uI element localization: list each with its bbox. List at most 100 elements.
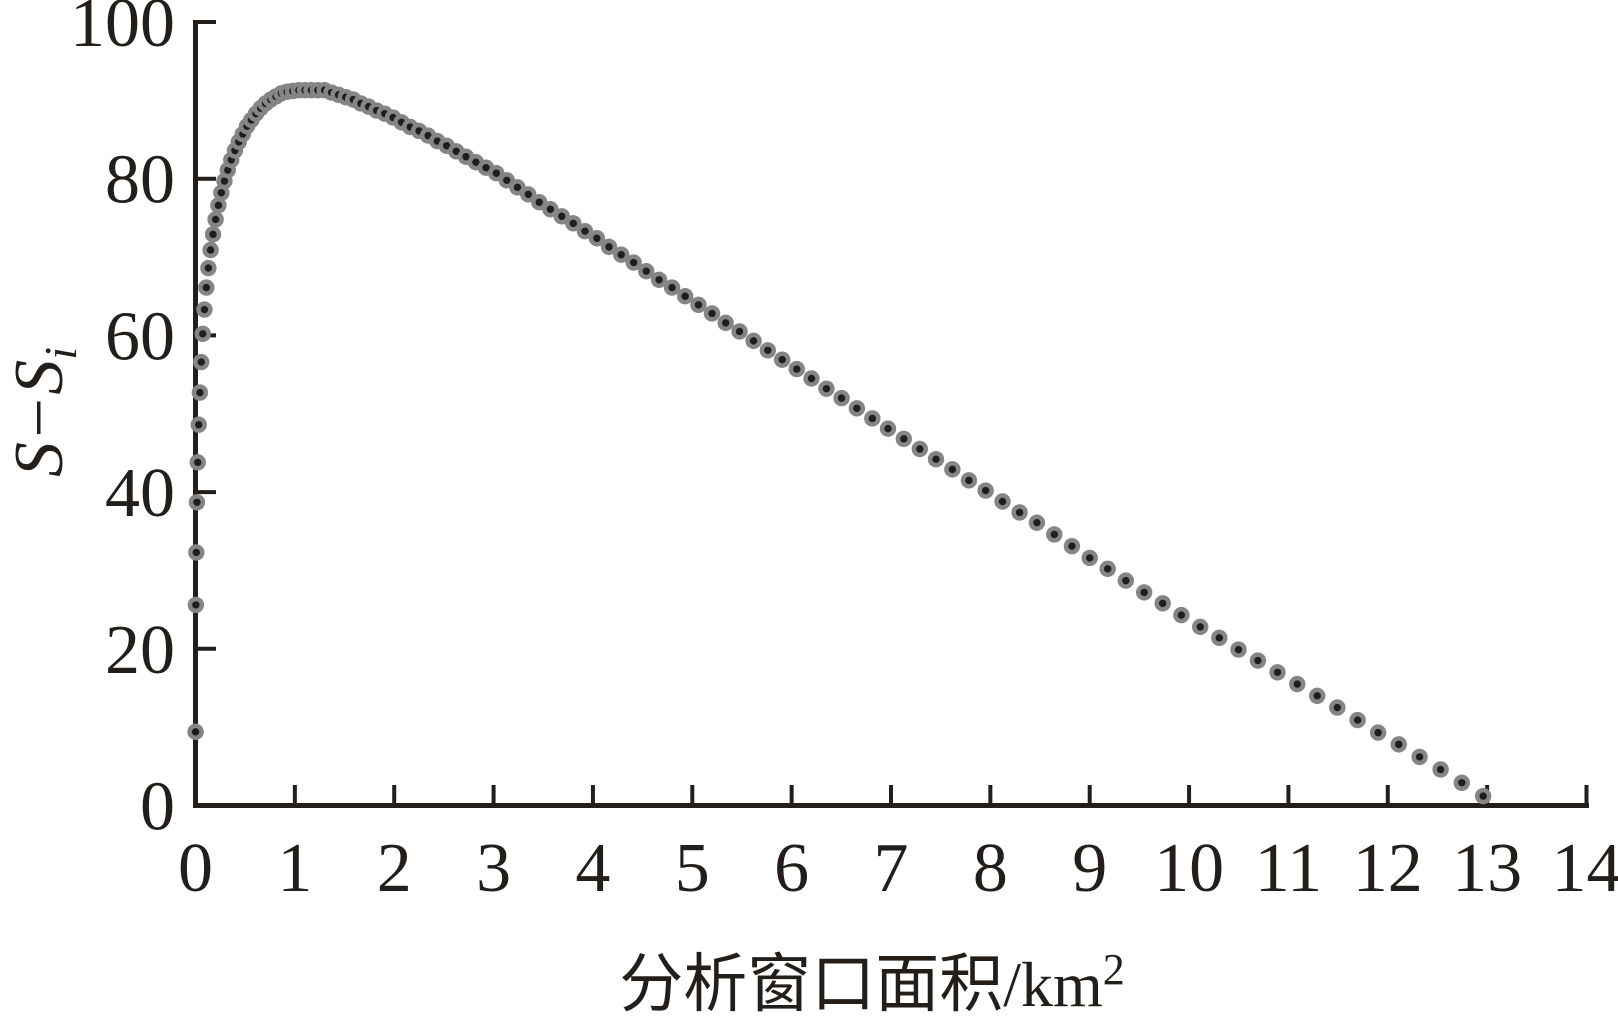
data-point <box>638 262 655 280</box>
x-tick-label: 11 <box>1255 830 1322 907</box>
data-point-dot <box>1353 716 1362 724</box>
data-point <box>731 323 748 340</box>
data-point <box>1249 652 1267 669</box>
data-point-dot <box>200 305 209 314</box>
data-point <box>600 238 618 256</box>
data-point <box>895 430 913 448</box>
x-tick-label: 4 <box>575 830 610 907</box>
data-point-dot <box>617 250 625 259</box>
data-point <box>588 230 606 247</box>
y-tick-label: 60 <box>105 298 175 375</box>
data-point <box>690 296 707 314</box>
data-point-dot <box>199 330 207 338</box>
data-point <box>1173 606 1190 624</box>
data-point <box>188 544 205 561</box>
data-point <box>864 410 881 427</box>
y-axis-title: S−Si <box>1 347 86 477</box>
y-tick-label: 100 <box>70 0 175 62</box>
data-point-dot <box>482 164 490 172</box>
data-point-dot <box>681 292 689 300</box>
data-point-dot <box>1273 668 1282 677</box>
data-point-dot <box>629 258 638 267</box>
data-point <box>207 211 224 228</box>
data-point <box>1411 748 1428 766</box>
data-point-dot <box>535 198 543 206</box>
data-point-dot <box>822 384 831 393</box>
data-point <box>189 454 206 471</box>
data-point-dot <box>1050 530 1059 539</box>
x-tick-label: 3 <box>476 830 511 907</box>
data-point <box>773 351 791 368</box>
data-point-dot <box>524 190 532 199</box>
data-point <box>1390 736 1407 753</box>
data-point-dot <box>948 465 957 474</box>
data-point-dot <box>1015 508 1024 517</box>
data-point-dot <box>192 548 201 557</box>
data-point-dot <box>1215 634 1223 642</box>
x-tick-label: 13 <box>1452 830 1522 907</box>
data-point-dot <box>206 246 215 254</box>
data-point-dot <box>209 230 217 239</box>
data-point <box>1453 774 1470 791</box>
data-point-dot <box>1333 703 1342 712</box>
data-point-dot <box>442 142 451 150</box>
data-point-dot <box>191 728 200 736</box>
data-point <box>848 400 866 417</box>
data-point-dot <box>708 309 716 318</box>
data-point-dot <box>981 486 990 495</box>
data-point <box>202 241 219 259</box>
y-tick-labels: 0 20 40 60 80 100 <box>70 0 175 846</box>
data-point <box>803 370 820 387</box>
x-tick-label: 7 <box>873 830 908 907</box>
data-point-dot <box>197 358 205 366</box>
data-point-dot <box>492 169 501 177</box>
x-tick-label: 9 <box>1072 830 1107 907</box>
data-point-dot <box>224 166 232 174</box>
data-point-dot <box>735 327 744 336</box>
data-point-dot <box>1313 692 1321 700</box>
x-tick-label: 12 <box>1353 830 1423 907</box>
data-point-dot <box>196 388 204 397</box>
data-point <box>1269 664 1286 681</box>
data-point <box>911 440 929 458</box>
data-point <box>187 596 205 614</box>
data-point-dot <box>1086 554 1094 562</box>
data-point <box>193 353 210 371</box>
y-tick-label: 0 <box>140 769 175 846</box>
data-point-dot <box>220 177 229 185</box>
data-point-dot <box>593 234 601 242</box>
data-point <box>196 301 213 318</box>
data-point-dot <box>655 276 663 284</box>
data-point-dot <box>778 355 786 364</box>
data-point-dot <box>1122 576 1130 585</box>
data-point-dot <box>668 283 676 292</box>
data-point-dot <box>1234 645 1243 654</box>
data-point <box>1011 504 1028 521</box>
data-point-dot <box>1436 765 1445 774</box>
data-point <box>210 197 227 214</box>
x-tick-label: 0 <box>178 830 213 907</box>
x-axis-title-superscript: 2 <box>1103 945 1125 994</box>
data-point-dot <box>1068 542 1076 550</box>
data-point-dot <box>1103 565 1112 573</box>
data-point-dot <box>217 189 226 197</box>
data-points <box>187 81 1492 805</box>
data-point <box>818 380 835 397</box>
data-point-dot <box>193 498 201 506</box>
data-point <box>1329 699 1346 716</box>
x-axis-ticks <box>292 785 1589 803</box>
data-point-dot <box>569 219 578 228</box>
x-tick-label: 10 <box>1154 830 1224 907</box>
data-point <box>565 215 582 232</box>
data-point-dot <box>1293 680 1301 688</box>
x-tick-label: 2 <box>377 830 412 907</box>
data-point <box>204 226 222 243</box>
data-point <box>703 305 721 322</box>
data-point <box>613 246 630 263</box>
data-point <box>1135 584 1153 601</box>
data-point-dot <box>1415 753 1424 761</box>
data-point <box>1192 618 1209 636</box>
data-point-dot <box>793 365 801 373</box>
